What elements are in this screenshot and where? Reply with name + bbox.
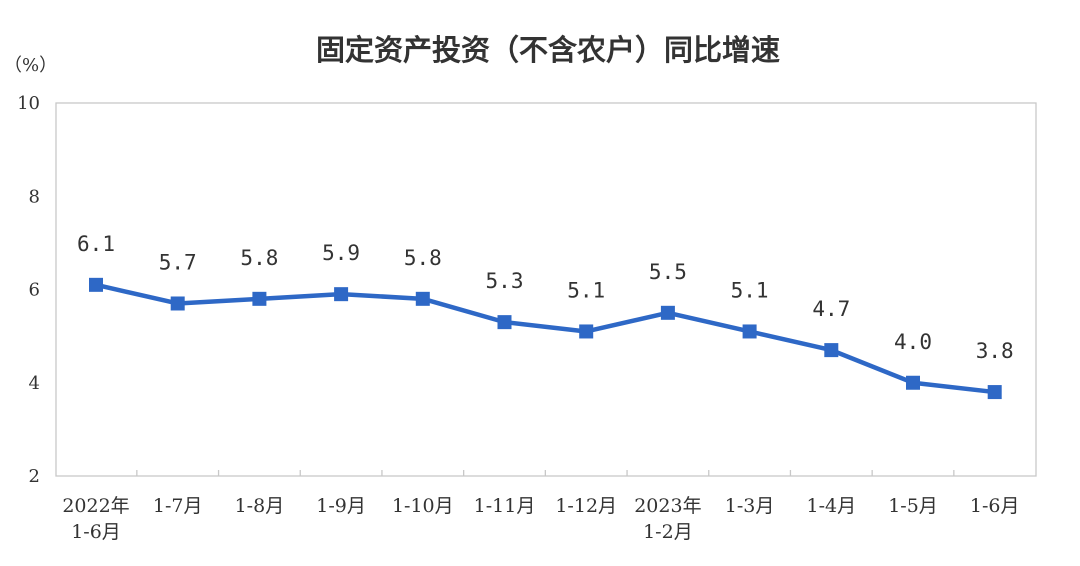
series-points-group bbox=[89, 277, 1002, 400]
data-label: 5.8 bbox=[240, 246, 278, 270]
data-label: 4.0 bbox=[894, 330, 932, 354]
data-label: 5.5 bbox=[649, 260, 687, 284]
data-labels-group: 6.1 5.7 5.8 5.9 5.8 5.3 5.1 5.5 5.1 4.7 4.0 3.8 bbox=[77, 232, 1014, 363]
data-point-marker bbox=[742, 324, 757, 339]
data-label: 5.1 bbox=[731, 278, 769, 302]
data-label: 5.8 bbox=[404, 246, 442, 270]
x-tick-label: 2022年 1-6月 bbox=[62, 495, 129, 543]
x-tick-label: 1-8月 bbox=[235, 495, 285, 517]
x-tick-label: 1-10月 bbox=[392, 495, 454, 517]
series-line-group bbox=[93, 282, 997, 395]
data-point-marker bbox=[579, 324, 594, 339]
data-point-marker bbox=[252, 291, 267, 306]
data-point-marker bbox=[906, 375, 920, 390]
plot-border bbox=[55, 102, 1037, 477]
x-tick-label: 1-9月 bbox=[316, 495, 366, 517]
y-tick-label: 10 bbox=[17, 93, 40, 114]
x-tick-label: 1-6月 bbox=[970, 495, 1020, 517]
series-line bbox=[93, 282, 997, 395]
data-label: 5.1 bbox=[567, 278, 605, 302]
x-tick-label: 1-3月 bbox=[725, 495, 775, 517]
x-axis-ticks: 2022年 1-6月 1-7月 1-8月 1-9月 1-10月 1-11月 1-12月 2023… bbox=[62, 470, 1020, 543]
data-point-marker bbox=[987, 385, 1002, 400]
data-point-marker bbox=[497, 315, 512, 330]
data-point-marker bbox=[334, 287, 349, 302]
data-point-marker bbox=[170, 296, 185, 311]
data-label: 5.7 bbox=[159, 250, 197, 274]
data-label: 4.7 bbox=[812, 297, 850, 321]
x-tick-label: 1-11月 bbox=[474, 495, 536, 517]
x-tick-label: 1-4月 bbox=[806, 495, 856, 517]
data-label: 5.3 bbox=[486, 269, 524, 293]
y-tick-label: 6 bbox=[29, 280, 40, 301]
chart-title: 固定资产投资（不含农户）同比增速 bbox=[316, 33, 780, 67]
data-label: 3.8 bbox=[976, 339, 1014, 363]
y-axis-unit-label: （%） bbox=[4, 55, 57, 76]
y-tick-label: 8 bbox=[29, 186, 40, 207]
data-label: 6.1 bbox=[77, 232, 115, 256]
y-tick-label: 4 bbox=[29, 373, 40, 394]
data-label: 5.9 bbox=[322, 241, 360, 265]
data-point-marker bbox=[824, 343, 839, 358]
data-point-marker bbox=[415, 291, 430, 306]
data-point-marker bbox=[89, 277, 103, 292]
x-tick-label: 2023年 1-2月 bbox=[634, 495, 701, 543]
data-point-marker bbox=[660, 305, 675, 320]
x-tick-label: 1-5月 bbox=[888, 495, 938, 517]
y-tick-label: 2 bbox=[29, 466, 40, 487]
plot-frame bbox=[55, 102, 1037, 477]
y-axis-ticks: 2 4 6 8 10 bbox=[17, 93, 40, 487]
x-tick-label: 1-7月 bbox=[153, 495, 203, 517]
x-tick-label: 1-12月 bbox=[555, 495, 617, 517]
